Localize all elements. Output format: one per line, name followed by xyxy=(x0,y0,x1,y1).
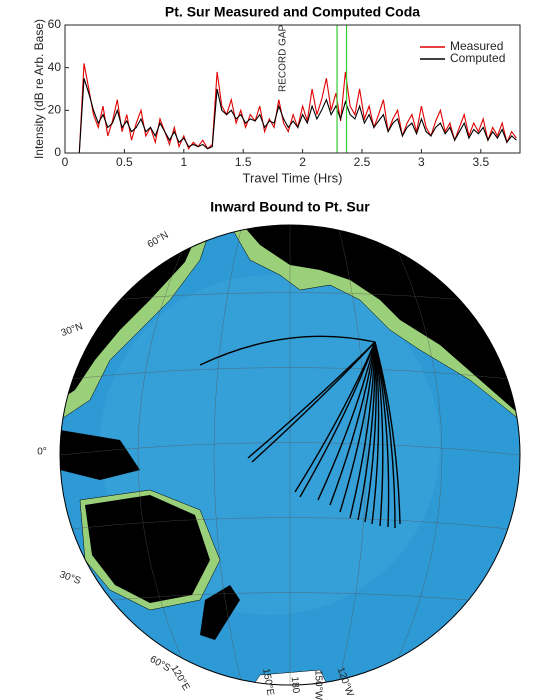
meridian xyxy=(213,225,243,685)
ray xyxy=(364,341,377,523)
graticule-label: 60°S xyxy=(148,654,173,675)
ray xyxy=(251,341,376,463)
ray xyxy=(329,341,376,506)
x-axis-label: Travel Time (Hrs) xyxy=(243,170,343,185)
y-axis-label: Intensity (dB re Arb. Base) xyxy=(32,19,46,159)
ray xyxy=(294,341,376,493)
x-tick-label: 0 xyxy=(62,155,69,169)
y-tick-label: 40 xyxy=(48,60,62,74)
ray xyxy=(371,341,380,525)
graticule-label: 0° xyxy=(37,447,47,458)
ray xyxy=(349,341,376,519)
ray-paths xyxy=(199,335,401,529)
parallel xyxy=(60,442,520,456)
parallel xyxy=(60,292,520,306)
ray xyxy=(374,341,384,527)
legend-label: Measured xyxy=(450,39,503,53)
parallel xyxy=(60,367,520,381)
land xyxy=(60,430,140,480)
map-title: Inward Bound to Pt. Sur xyxy=(210,199,370,215)
series-line xyxy=(65,63,517,154)
ray xyxy=(339,341,376,513)
meridian xyxy=(137,225,195,685)
meridian xyxy=(385,225,443,685)
annotation: RECORD GAP xyxy=(277,24,288,92)
axes-box xyxy=(64,24,521,154)
series-line xyxy=(65,78,517,154)
ray xyxy=(374,341,390,528)
x-tick-label: 1 xyxy=(180,155,187,169)
ray xyxy=(199,335,376,366)
y-tick-label: 0 xyxy=(54,145,61,159)
graticule-label: 180 xyxy=(289,676,301,694)
y-tick-label: 20 xyxy=(48,103,62,117)
ray xyxy=(374,341,401,525)
graticule-label: 60°N xyxy=(146,230,171,251)
x-tick-label: 0.5 xyxy=(116,155,133,169)
graticule-label: 120°E xyxy=(168,663,191,692)
land xyxy=(200,585,240,640)
y-tick-label: 60 xyxy=(48,17,62,31)
x-tick-label: 3.5 xyxy=(472,155,489,169)
chart-title: Pt. Sur Measured and Computed Coda xyxy=(165,4,420,20)
x-tick-label: 1.5 xyxy=(235,155,252,169)
ray xyxy=(317,341,376,501)
graticule-label: 150°W xyxy=(312,670,323,700)
ray xyxy=(374,341,396,529)
graticule-label: 150°E xyxy=(260,668,276,697)
graticule-label: 30°N xyxy=(60,321,85,339)
parallel xyxy=(60,592,520,606)
parallel xyxy=(60,517,520,531)
x-tick-label: 2.5 xyxy=(354,155,371,169)
ray xyxy=(299,341,376,498)
graticule-label: 30°S xyxy=(58,569,83,587)
graticule xyxy=(60,225,520,685)
meridian xyxy=(337,225,367,685)
globe-edge xyxy=(59,224,521,686)
ray xyxy=(357,341,376,521)
x-tick-label: 3 xyxy=(418,155,425,169)
x-tick-label: 2 xyxy=(299,155,306,169)
legend-label: Computed xyxy=(450,51,505,65)
